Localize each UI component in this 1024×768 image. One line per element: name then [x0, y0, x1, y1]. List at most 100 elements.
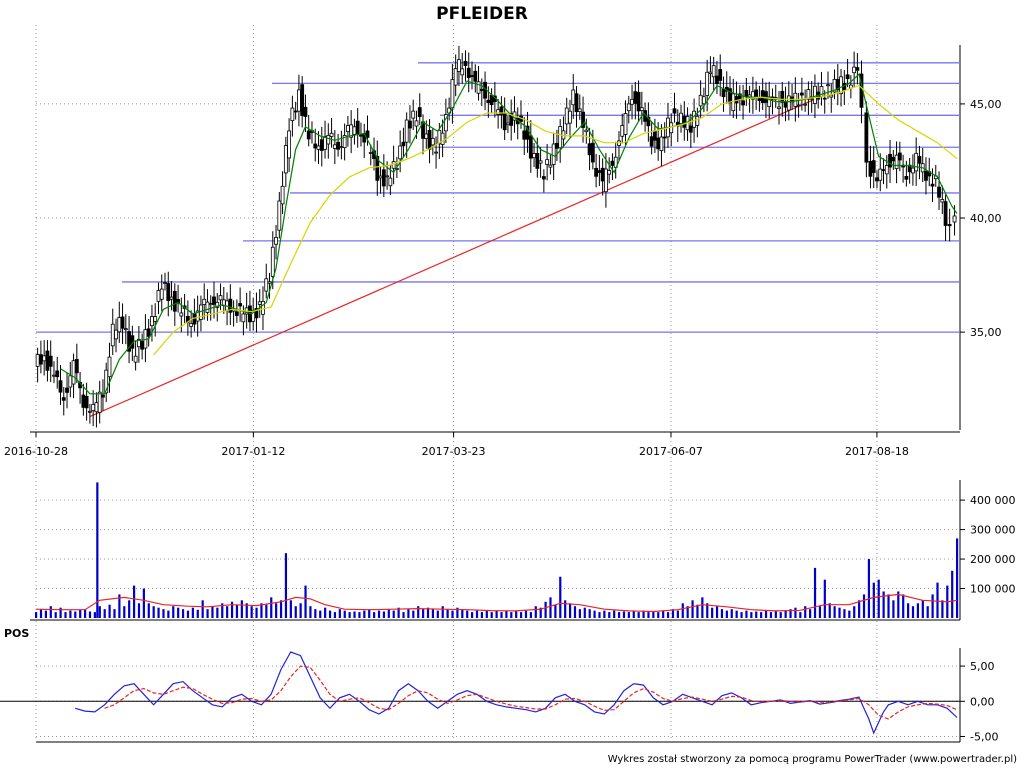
candle-body	[398, 145, 403, 160]
volume-bar	[588, 609, 591, 618]
candle-body	[721, 88, 726, 98]
volume-bar	[255, 607, 258, 618]
volume-bar	[475, 610, 479, 618]
volume-bar	[603, 610, 606, 618]
candle-body	[571, 89, 576, 106]
candle-body	[140, 340, 145, 350]
volume-bar	[304, 585, 307, 618]
volume-bar	[554, 604, 557, 618]
volume-bar	[882, 591, 885, 618]
volume-bar	[735, 610, 738, 618]
volume-bar	[338, 609, 341, 618]
volume-bar	[35, 612, 38, 618]
candle-body	[917, 155, 922, 164]
candle-body	[692, 110, 696, 128]
volume-bar	[515, 611, 518, 618]
candle-body	[777, 106, 781, 110]
candle-body	[541, 176, 546, 180]
volume-bar	[79, 609, 82, 618]
candle-body	[443, 114, 448, 132]
x-tick-label: 2017-01-12	[221, 445, 285, 458]
volume-bar	[862, 594, 866, 618]
candle-body	[61, 397, 66, 401]
candle-body	[381, 169, 386, 187]
candle-body	[241, 313, 246, 323]
volume-bar	[725, 610, 728, 618]
volume-bar	[539, 607, 542, 618]
candle-body	[326, 135, 331, 145]
candle-body	[672, 108, 677, 114]
volume-bar	[177, 607, 180, 618]
candle-body	[417, 107, 422, 118]
candle-body	[708, 71, 713, 74]
volume-bar	[328, 610, 332, 618]
volume-bar	[652, 611, 655, 618]
candle-body	[114, 329, 118, 340]
volume-bar	[549, 597, 552, 618]
candle-body	[698, 94, 703, 107]
volume-bar	[275, 603, 278, 618]
candle-body	[747, 94, 752, 98]
candle-body	[597, 170, 602, 173]
candle-body	[623, 113, 628, 135]
candle-body	[270, 246, 275, 277]
axes-layer: 2016-10-28 2017-01-12 2017-03-23 2017-06-07…	[4, 45, 1016, 743]
volume-bar	[108, 604, 111, 618]
volume-bar	[471, 612, 474, 618]
candle-body	[813, 85, 817, 104]
candle-body	[254, 308, 259, 319]
candle-body	[479, 88, 484, 91]
candle-body	[715, 75, 719, 85]
candle-body	[440, 132, 445, 145]
candle-body	[486, 99, 491, 104]
candle-body	[408, 120, 412, 129]
volume-bar	[260, 603, 263, 618]
volume-bar	[103, 609, 106, 618]
candle-body	[499, 106, 504, 115]
candle-body	[48, 355, 53, 367]
candle-body	[574, 93, 579, 113]
candle-body	[404, 119, 409, 143]
candle-body	[133, 355, 138, 363]
candle-body	[767, 96, 772, 108]
sma-short-line	[60, 73, 958, 395]
volume-bar	[152, 606, 155, 618]
candle-body	[234, 311, 239, 316]
candle-body	[166, 283, 171, 301]
candle-body	[532, 153, 536, 159]
volume-bar	[181, 609, 185, 618]
volume-bar	[755, 611, 758, 618]
candle-body	[332, 144, 337, 149]
candle-body	[212, 296, 216, 305]
volume-bar	[760, 612, 763, 618]
candle-body	[924, 170, 928, 181]
candle-body	[283, 145, 288, 174]
volume-bar	[426, 607, 430, 618]
volume-bar	[715, 606, 719, 618]
x-tick-label: 2016-10-28	[4, 445, 68, 458]
volume-bar	[422, 609, 425, 618]
volume-y-tick-label: 100 000	[970, 583, 1016, 596]
volume-bar	[162, 609, 165, 618]
volume-bar	[59, 607, 62, 618]
volume-bar	[142, 588, 145, 618]
volume-bar	[480, 612, 484, 618]
candle-body	[786, 95, 791, 111]
candle-body	[864, 112, 869, 163]
candle-body	[287, 130, 292, 159]
volume-bar	[593, 610, 596, 618]
volume-bar	[907, 603, 910, 618]
candle-body	[306, 130, 311, 140]
volume-y-tick-label: 400 000	[970, 494, 1016, 507]
volume-bar	[740, 612, 743, 618]
volume-bar	[44, 610, 47, 618]
candle-body	[104, 369, 109, 394]
volume-bar	[407, 609, 410, 618]
candle-body	[852, 66, 857, 74]
volume-average-line	[35, 593, 958, 613]
candle-body	[313, 143, 318, 149]
candle-body	[84, 395, 89, 409]
candle-body	[947, 224, 952, 227]
volume-bar	[343, 610, 346, 618]
volume-bar	[201, 600, 204, 618]
